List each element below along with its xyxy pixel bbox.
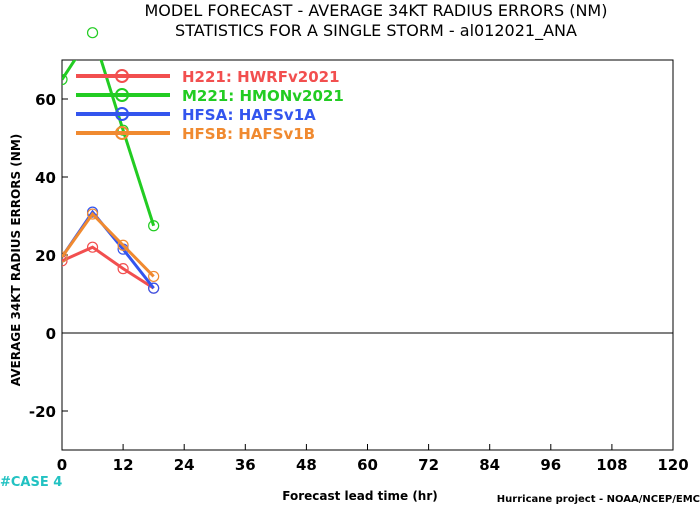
- series-line: [62, 60, 156, 227]
- data-point: [148, 270, 160, 283]
- legend-entry: M221: HMONv2021: [182, 87, 344, 105]
- plot-frame: [61, 59, 674, 451]
- axes: 0 12 24 36 48 60 72 84 96 108 120 -20 0 20 40 60: [29, 59, 689, 474]
- x-tick-label: 24: [174, 456, 195, 474]
- x-tick-label: 12: [113, 456, 134, 474]
- data-point: [62, 73, 68, 86]
- x-tick-label: 60: [357, 456, 378, 474]
- data-point: [62, 251, 68, 263]
- credit-text: Hurricane project - NOAA/NCEP/EMC: [497, 494, 700, 505]
- legend-swatch-marker: [115, 126, 129, 140]
- data-point: [86, 27, 99, 39]
- series-line: [62, 245, 155, 290]
- y-axis-label: AVERAGE 34KT RADIUS ERRORS (NM): [9, 134, 23, 386]
- series-layer: [62, 60, 160, 294]
- data-point: [86, 208, 99, 220]
- x-tick-label: 120: [657, 456, 688, 474]
- y-tick-label: 40: [35, 169, 56, 187]
- series-line: [62, 209, 155, 290]
- y-tick-label: 20: [35, 247, 56, 265]
- legend-swatch-marker: [115, 107, 129, 121]
- x-tick-label: 48: [296, 456, 317, 474]
- legend-entry: HFSB: HAFSv1B: [182, 125, 315, 143]
- x-tick-label: 108: [596, 456, 627, 474]
- data-point: [148, 220, 160, 232]
- x-tick-label: 72: [418, 456, 439, 474]
- chart-subtitle: STATISTICS FOR A SINGLE STORM - al012021…: [175, 21, 577, 41]
- legend-entry: HFSA: HAFSv1A: [182, 106, 316, 124]
- data-point: [86, 241, 99, 253]
- x-axis-label: Forecast lead time (hr): [282, 489, 438, 503]
- case-label: #CASE 4: [0, 475, 62, 490]
- x-tick-label: 0: [57, 456, 67, 474]
- y-tick-label: 60: [35, 91, 56, 109]
- x-tick-label: 96: [540, 456, 561, 474]
- series-line: [62, 211, 155, 278]
- data-point: [62, 255, 68, 267]
- x-tick-label: 84: [479, 456, 500, 474]
- chart-title: MODEL FORECAST - AVERAGE 34KT RADIUS ERR…: [145, 1, 608, 20]
- legend-swatch-marker: [115, 88, 129, 102]
- legend-entry: H221: HWRFv2021: [182, 68, 340, 86]
- x-tick-label: 36: [235, 456, 256, 474]
- offplot-points: [86, 27, 99, 39]
- legend-swatch-marker: [115, 69, 129, 83]
- y-tick-label: -20: [29, 403, 56, 421]
- data-point: [117, 263, 129, 275]
- data-point: [117, 239, 129, 251]
- data-point: [148, 282, 160, 294]
- y-tick-label: 0: [46, 325, 56, 343]
